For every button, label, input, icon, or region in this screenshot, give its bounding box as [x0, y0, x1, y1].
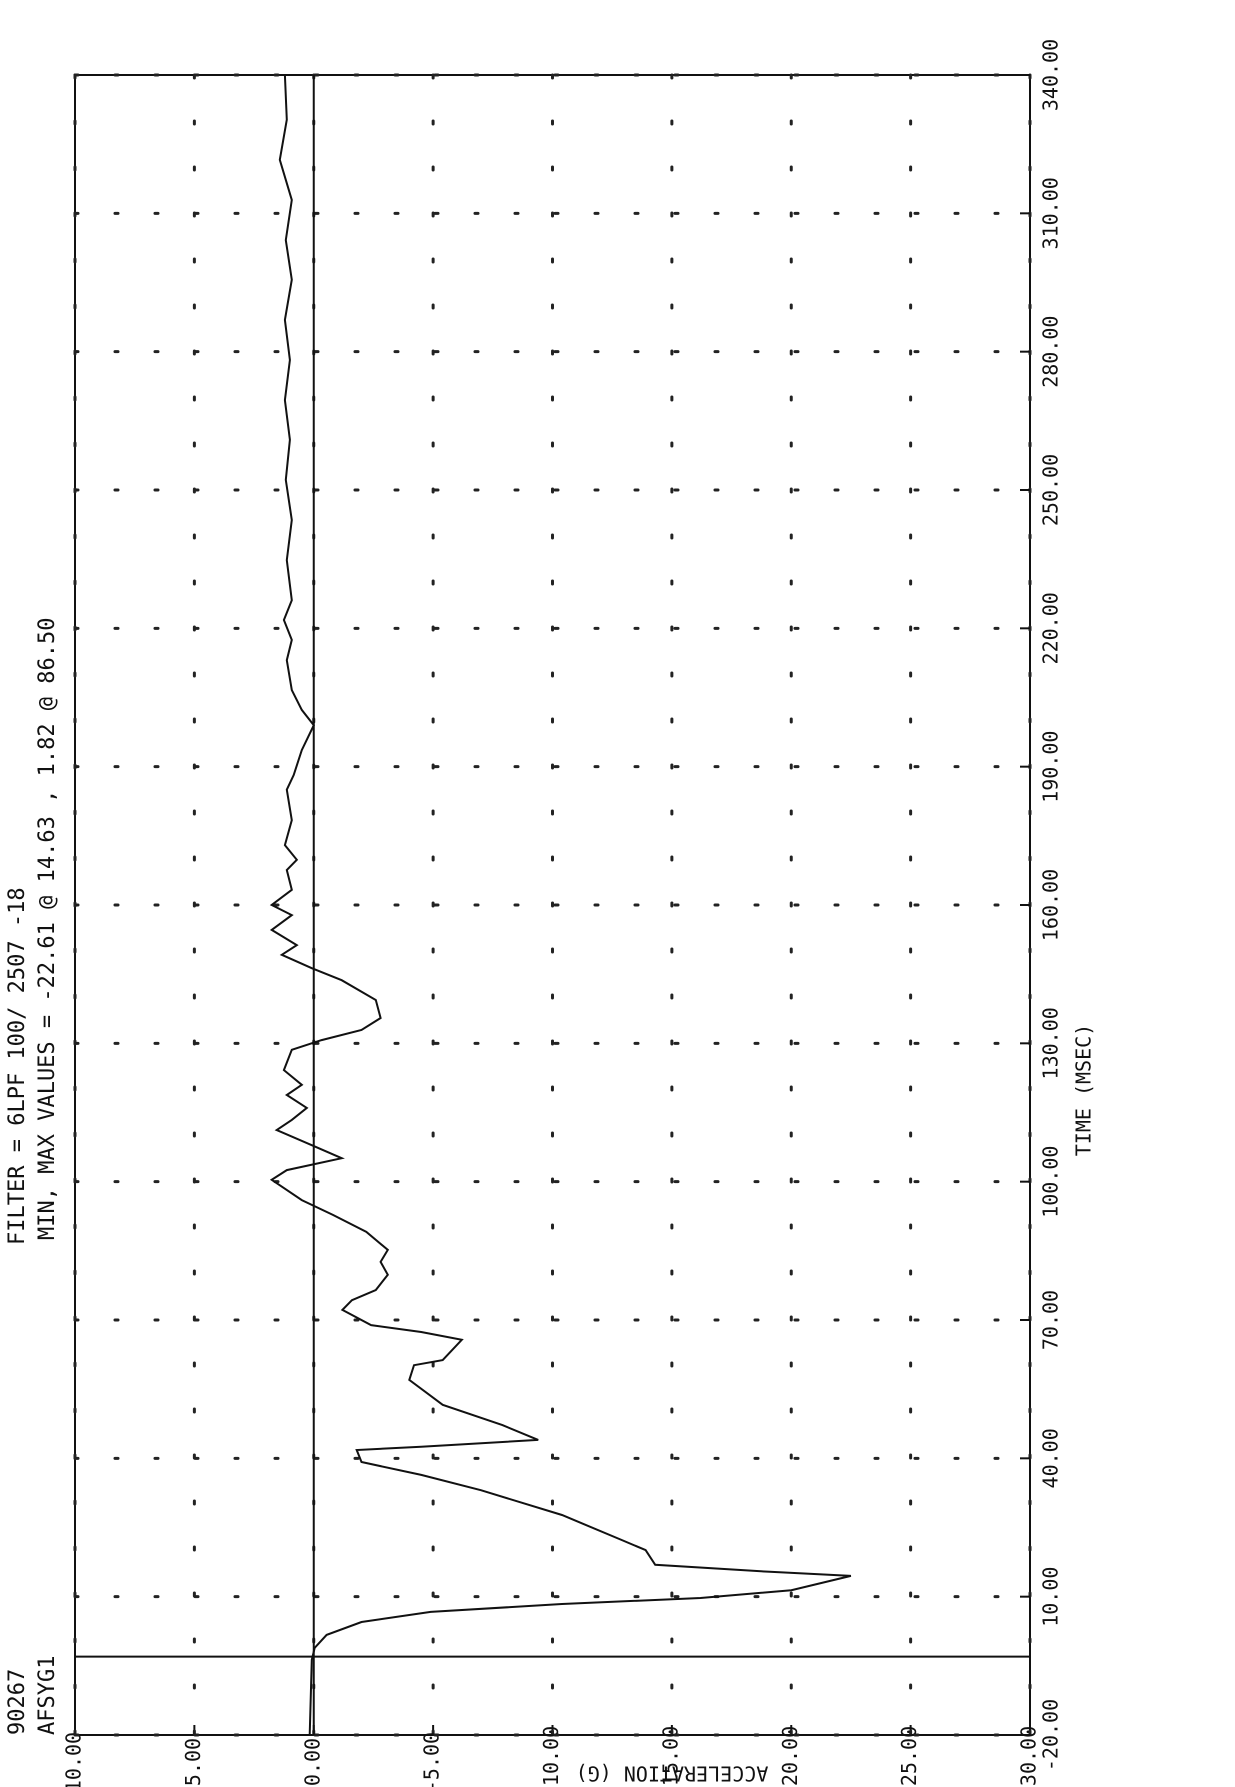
y-axis-title: ACCELERATION (G): [576, 1762, 769, 1786]
x-tick-label: 100.00: [1039, 1146, 1063, 1218]
y-tick-label: -5.00: [420, 1732, 444, 1787]
header-line: AFSYG1: [35, 1656, 60, 1735]
x-tick-label: 160.00: [1039, 869, 1063, 941]
x-tick-label: 340.00: [1039, 39, 1063, 111]
x-tick-label: -20.00: [1039, 1699, 1063, 1771]
data-line: [269, 74, 852, 1736]
x-tick-label: 190.00: [1039, 731, 1063, 803]
x-axis-title: TIME (MSEC): [1072, 1024, 1096, 1156]
x-tick-label: 310.00: [1039, 177, 1063, 249]
y-tick-label: 0.00: [300, 1738, 324, 1786]
x-tick-label: 280.00: [1039, 316, 1063, 388]
x-tick-label: 250.00: [1039, 454, 1063, 526]
x-tick-label: 220.00: [1039, 592, 1063, 664]
x-tick-label: 40.00: [1039, 1428, 1063, 1488]
x-tick-label: 70.00: [1039, 1290, 1063, 1350]
header-line: 90267: [5, 1669, 30, 1735]
x-tick-label: 10.00: [1039, 1567, 1063, 1627]
header-line: MIN, MAX VALUES = -22.61 @ 14.63 , 1.82 …: [35, 617, 60, 1240]
y-tick-label: -30.00: [1017, 1726, 1041, 1787]
x-tick-label: 130.00: [1039, 1007, 1063, 1079]
header-line: FILTER = 6LPF 100/ 2507 -18: [5, 887, 30, 1245]
y-tick-label: 5.00: [181, 1738, 205, 1786]
y-tick-label: 10.00: [62, 1732, 86, 1787]
